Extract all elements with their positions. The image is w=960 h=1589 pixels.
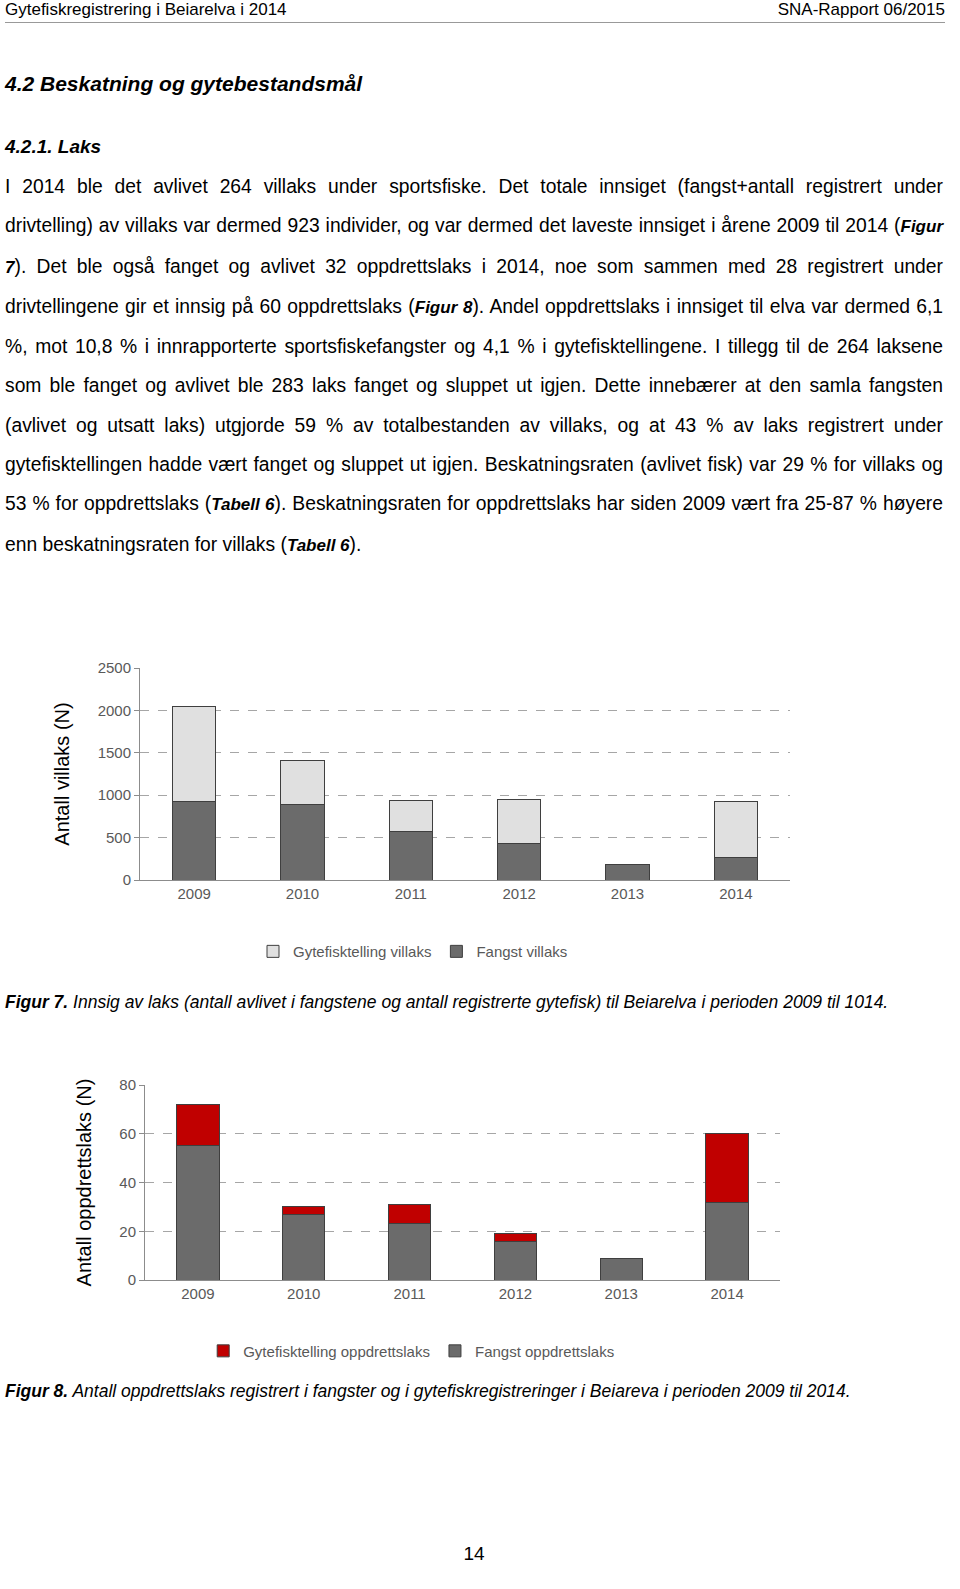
svg-text:2012: 2012 — [499, 1285, 532, 1302]
html-text:Figur 7. Innsig av laks (antal: Figur 7. Innsig av laks (antall avlivet … — [5, 992, 889, 1012]
svg-text:40: 40 — [119, 1174, 136, 1191]
svg-text:Fangst oppdrettslaks: Fangst oppdrettslaks — [475, 1343, 614, 1360]
html-text:I 2014 ble det avlivet 264 vil: I 2014 ble det avlivet 264 villaks under… — [5, 176, 943, 555]
html-text:4.2.1. Laks: 4.2.1. Laks — [5, 136, 102, 157]
html-text:Figur 8. Antall oppdrettslaks: Figur 8. Antall oppdrettslaks registrert… — [5, 1381, 851, 1401]
svg-text:20: 20 — [119, 1223, 136, 1240]
svg-text:0: 0 — [123, 871, 131, 888]
svg-text:1500: 1500 — [98, 744, 131, 761]
svg-text:2009: 2009 — [177, 885, 210, 902]
svg-text:2010: 2010 — [287, 1285, 320, 1302]
svg-text:Antall oppdrettslaks (N): Antall oppdrettslaks (N) — [73, 1079, 95, 1287]
svg-text:80: 80 — [119, 1076, 136, 1093]
svg-text:2014: 2014 — [719, 885, 752, 902]
svg-text:2012: 2012 — [502, 885, 535, 902]
html-text:14: 14 — [463, 1543, 485, 1564]
svg-text:2011: 2011 — [393, 1285, 425, 1302]
svg-text:2500: 2500 — [98, 659, 131, 676]
html-text:SNA-Rapport 06/2015: SNA-Rapport 06/2015 — [777, 0, 945, 19]
svg-text:2000: 2000 — [98, 702, 131, 719]
html-text:4.2 Beskatning og gytebestands: 4.2 Beskatning og gytebestandsmål — [5, 72, 363, 95]
svg-text:500: 500 — [106, 829, 131, 846]
svg-text:Fangst villaks: Fangst villaks — [476, 943, 567, 960]
svg-text:2011: 2011 — [395, 885, 427, 902]
html-text:Gytefiskregistrering i Beiarel: Gytefiskregistrering i Beiarelva i 2014 — [5, 0, 287, 19]
svg-text:2013: 2013 — [611, 885, 644, 902]
svg-text:2010: 2010 — [286, 885, 319, 902]
svg-text:2014: 2014 — [710, 1285, 743, 1302]
svg-text:1000: 1000 — [98, 786, 131, 803]
svg-text:2013: 2013 — [605, 1285, 638, 1302]
svg-text:60: 60 — [119, 1125, 136, 1142]
svg-text:2009: 2009 — [181, 1285, 214, 1302]
svg-text:0: 0 — [128, 1271, 136, 1288]
svg-text:Gytefisktelling oppdrettslaks: Gytefisktelling oppdrettslaks — [243, 1343, 430, 1360]
svg-text:Gytefisktelling villaks: Gytefisktelling villaks — [293, 943, 431, 960]
svg-text:Antall villaks (N): Antall villaks (N) — [51, 702, 73, 845]
